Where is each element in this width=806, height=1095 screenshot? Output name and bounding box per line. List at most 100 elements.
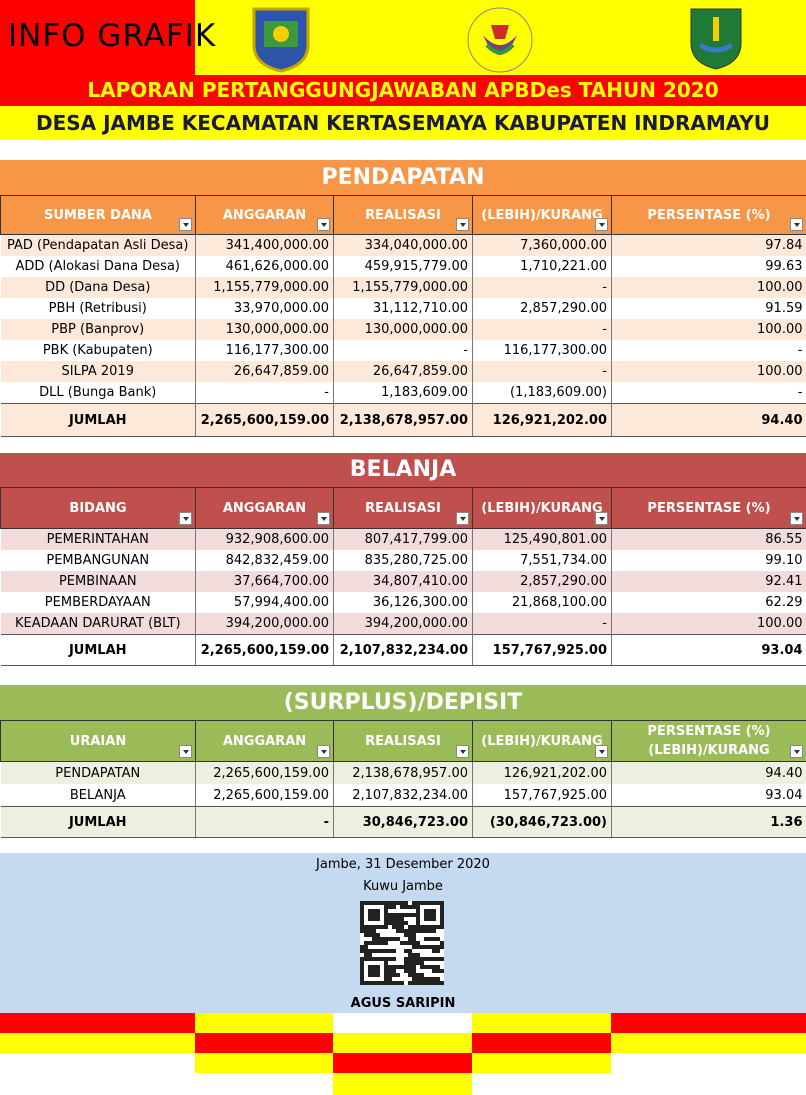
cell-value: 31,112,710.00 <box>333 298 473 319</box>
filter-button[interactable] <box>179 745 192 758</box>
cell-value: - <box>472 613 612 635</box>
filter-button[interactable] <box>595 745 608 758</box>
checker-cell <box>333 1073 472 1095</box>
data-row: PEMERINTAHAN 932,908,600.00 807,417,799.00… <box>0 528 806 550</box>
place-date: Jambe, 31 Desember 2020 <box>316 857 490 872</box>
total-row: JUMLAH 2,265,600,159.00 2,107,832,234.00 15… <box>0 634 806 666</box>
section-title: PENDAPATAN <box>0 160 806 195</box>
cell-value: 1,155,779,000.00 <box>333 277 473 298</box>
row-label: PAD (Pendapatan Asli Desa) <box>0 234 196 256</box>
cell-value: 125,490,801.00 <box>472 528 612 550</box>
cell-value: 92.41 <box>765 574 803 589</box>
checker-cell <box>195 1013 333 1033</box>
checker-cell <box>611 1073 806 1095</box>
cell-value: 116,177,300.00 <box>195 340 334 361</box>
data-row: PENDAPATAN 2,265,600,159.00 2,138,678,957.… <box>0 761 806 784</box>
cell-value: 99.10 <box>765 553 803 568</box>
checker-cell <box>333 1033 472 1053</box>
total-value: 126,921,202.00 <box>472 403 612 437</box>
column-header: REALISASI <box>333 487 473 529</box>
cell-value: 807,417,799.00 <box>333 528 473 550</box>
filter-button[interactable] <box>790 745 803 758</box>
cell-value: 26,647,859.00 <box>333 361 473 382</box>
total-value: - <box>195 806 334 838</box>
cell-value: 57,994,400.00 <box>195 592 334 613</box>
cell-value: 932,908,600.00 <box>195 528 334 550</box>
cell-value: 334,040,000.00 <box>333 234 473 256</box>
cell-value: 1,183,609.00 <box>333 382 473 404</box>
total-value: 30,846,723.00 <box>333 806 473 838</box>
data-row: SILPA 2019 26,647,859.00 26,647,859.00-100… <box>0 361 806 382</box>
cell-value: 842,832,459.00 <box>195 550 334 571</box>
column-header: REALISASI <box>333 720 473 762</box>
total-value: 2,265,600,159.00 <box>195 634 334 666</box>
filter-button[interactable] <box>595 218 608 231</box>
header-text: BIDANG <box>69 500 127 516</box>
data-table: URAIAN ANGGARAN REALISASI (LEBIH)/KURANG PER… <box>0 720 806 838</box>
filter-button[interactable] <box>456 218 469 231</box>
filter-button[interactable] <box>595 512 608 525</box>
filter-button[interactable] <box>317 218 330 231</box>
cell-value: 2,107,832,234.00 <box>333 784 473 807</box>
header-text: (LEBIH)/KURANG <box>481 733 603 749</box>
checker-cell <box>472 1033 611 1053</box>
row-label: DD (Dana Desa) <box>0 277 196 298</box>
cell-value: 100.00 <box>757 322 803 337</box>
checker-cell <box>195 1073 333 1095</box>
column-header: BIDANG <box>0 487 196 529</box>
qr-code <box>360 901 444 985</box>
filter-button[interactable] <box>317 745 330 758</box>
filter-button[interactable] <box>317 512 330 525</box>
total-value: 2,265,600,159.00 <box>195 403 334 437</box>
cell-value: 341,400,000.00 <box>195 234 334 256</box>
checker-cell <box>333 1013 472 1033</box>
checker-cell <box>333 1053 472 1073</box>
cell-value: - <box>333 340 473 361</box>
column-header: ANGGARAN <box>195 720 334 762</box>
total-value: (30,846,723.00) <box>472 806 612 838</box>
header-red-box <box>0 0 195 75</box>
header-text: REALISASI <box>365 207 441 223</box>
cell-value: 394,200,000.00 <box>333 613 473 635</box>
cell-value: 100.00 <box>757 364 803 379</box>
total-label: JUMLAH <box>0 403 196 437</box>
cell-value: 26,647,859.00 <box>195 361 334 382</box>
data-row: PEMBINAAN 37,664,700.00 34,807,410.00 2,857… <box>0 571 806 592</box>
total-value: 2,138,678,957.00 <box>333 403 473 437</box>
filter-button[interactable] <box>179 512 192 525</box>
total-value: 2,107,832,234.00 <box>333 634 473 666</box>
cell-value: 36,126,300.00 <box>333 592 473 613</box>
position: Kuwu Jambe <box>363 879 443 894</box>
column-header: ANGGARAN <box>195 487 334 529</box>
cell-value: 1,710,221.00 <box>472 256 612 277</box>
cell-value: 34,807,410.00 <box>333 571 473 592</box>
row-label: BELANJA <box>0 784 196 807</box>
data-row: PBK (Kabupaten) 116,177,300.00-116,177,30… <box>0 340 806 361</box>
cell-value: 2,138,678,957.00 <box>333 761 473 784</box>
filter-button[interactable] <box>179 218 192 231</box>
info-title: INFO GRAFIK <box>8 18 217 54</box>
filter-button[interactable] <box>456 745 469 758</box>
checker-cell <box>0 1013 195 1033</box>
filter-button[interactable] <box>790 218 803 231</box>
row-label: DLL (Bunga Bank) <box>0 382 196 404</box>
data-table: BIDANG ANGGARAN REALISASI (LEBIH)/KURANG PER… <box>0 487 806 666</box>
logo-kementerian <box>467 7 533 73</box>
total-label: JUMLAH <box>0 634 196 666</box>
header-text: ANGGARAN <box>222 733 307 749</box>
filter-button[interactable] <box>790 512 803 525</box>
cell-value: 99.63 <box>765 259 803 274</box>
filter-button[interactable] <box>456 512 469 525</box>
data-row: PAD (Pendapatan Asli Desa) 341,400,000.00… <box>0 234 806 256</box>
row-label: PBK (Kabupaten) <box>0 340 196 361</box>
header-text: PERSENTASE (%) <box>647 500 771 516</box>
column-header: PERSENTASE (%) (LEBIH)/KURANG <box>611 720 806 762</box>
cell-value: 7,551,734.00 <box>472 550 612 571</box>
cell-value: 2,265,600,159.00 <box>195 761 334 784</box>
total-label: JUMLAH <box>0 806 196 838</box>
header-text: ANGGARAN <box>222 500 307 516</box>
cell-value: 1,155,779,000.00 <box>195 277 334 298</box>
report-title: LAPORAN PERTANGGUNGJAWABAN APBDes TAHUN … <box>0 75 806 106</box>
data-row: PBP (Banprov) 130,000,000.00 130,000,000.0… <box>0 319 806 340</box>
header-text: (LEBIH)/KURANG <box>481 207 603 223</box>
